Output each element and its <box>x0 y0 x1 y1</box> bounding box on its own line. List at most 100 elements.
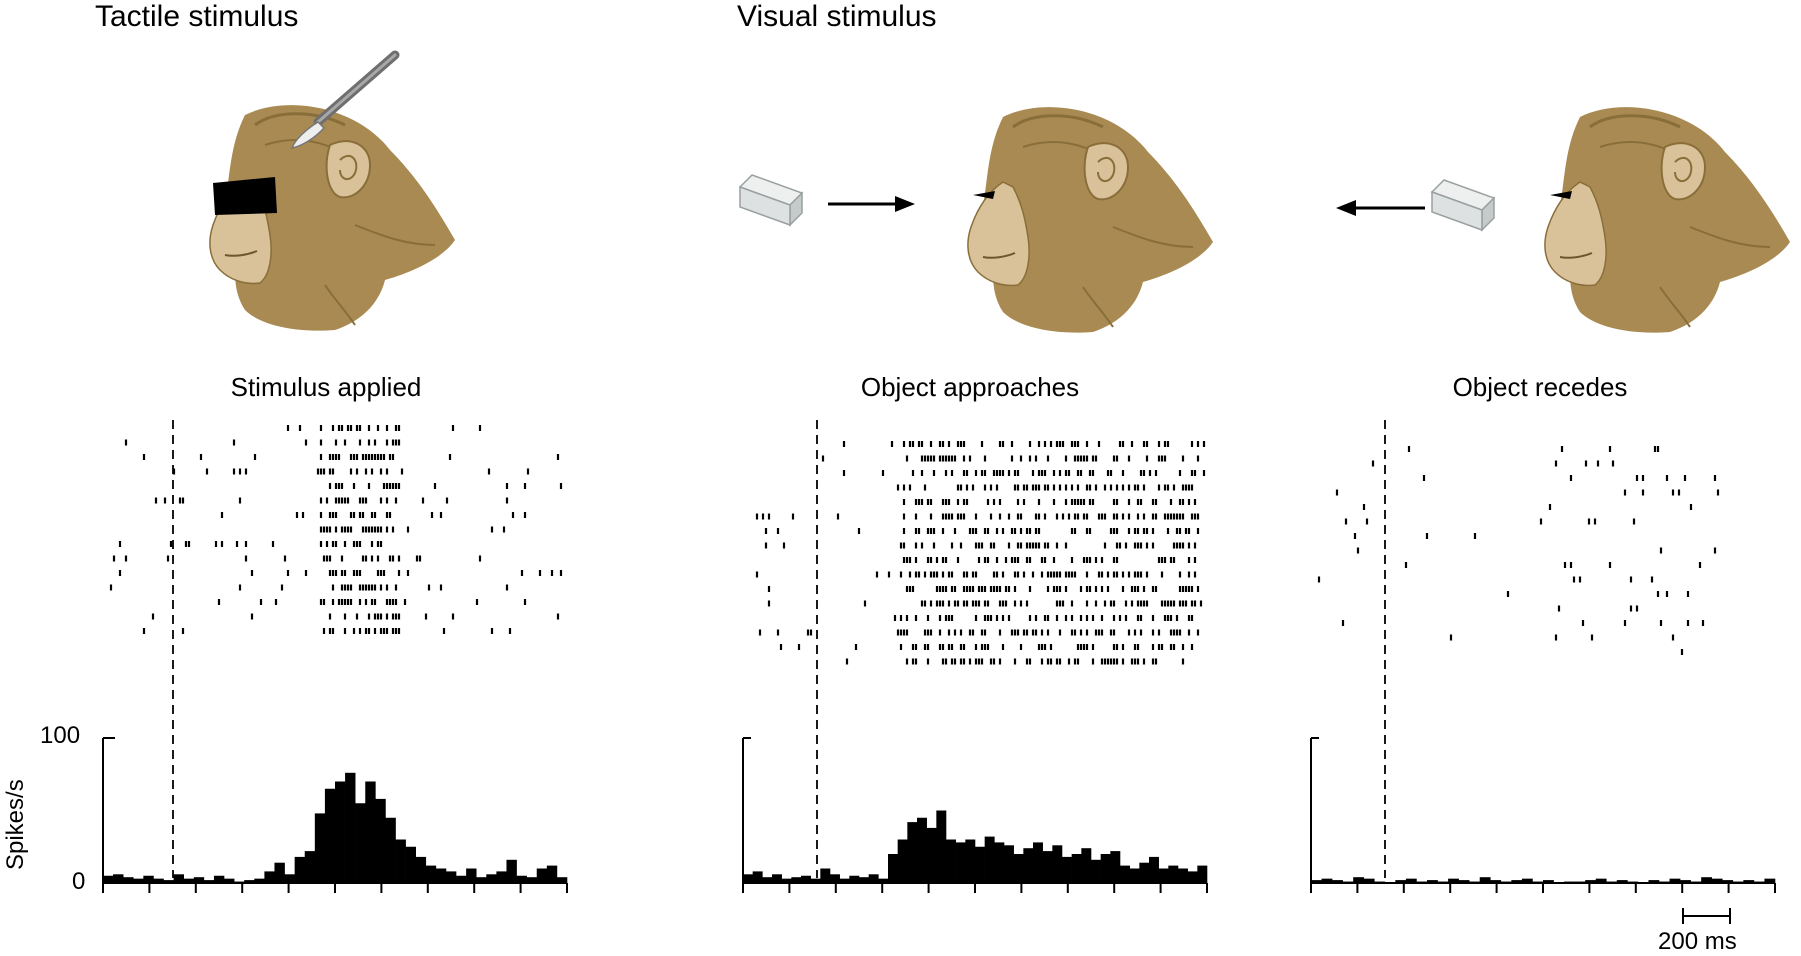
histogram-bar <box>936 810 947 883</box>
histogram-bar <box>1669 878 1681 883</box>
histogram-bar <box>183 878 195 883</box>
histogram-bar <box>1149 856 1159 883</box>
histogram-bar <box>1187 871 1198 883</box>
histogram-bar <box>1363 878 1375 883</box>
approach-monkey-illustration <box>966 105 1215 335</box>
histogram-bar <box>506 859 517 883</box>
histogram-bar <box>1004 845 1014 883</box>
histogram-bar <box>395 839 406 883</box>
histogram-bar <box>324 788 336 883</box>
histogram-bar <box>203 880 215 883</box>
histogram-bar <box>1023 848 1034 883</box>
histogram-bar <box>213 875 225 883</box>
histogram-bar <box>946 839 956 883</box>
histogram-bar <box>163 880 174 883</box>
histogram-bar <box>743 874 753 883</box>
histogram-bar <box>1178 868 1188 883</box>
histogram-bar <box>839 878 850 883</box>
condition-label-object-approaches: Object approaches <box>860 372 1080 402</box>
histogram-bar <box>445 871 457 883</box>
histogram-bar <box>955 842 966 883</box>
histogram-bar <box>466 868 477 883</box>
histogram-bar <box>405 846 416 883</box>
arrow-right-icon <box>828 196 915 212</box>
histogram-bar <box>878 878 889 883</box>
histogram-bar <box>907 822 918 883</box>
histogram-bar <box>415 856 427 883</box>
histogram-bar <box>1427 880 1438 883</box>
histogram-bar <box>1353 877 1365 883</box>
histogram-bar <box>224 878 235 883</box>
arrow-left-icon <box>1336 200 1425 216</box>
histogram-bar <box>304 851 316 883</box>
histogram-bar <box>1701 877 1713 883</box>
histogram-bar <box>830 874 840 883</box>
histogram-bar <box>1033 842 1043 883</box>
histogram-bar <box>536 868 548 883</box>
histogram-bar <box>1743 880 1755 883</box>
tactile-stimulus-heading: Tactile stimulus <box>95 0 299 33</box>
histogram-bar <box>284 874 295 883</box>
histogram-bar <box>476 877 487 883</box>
y-axis-label: Spikes/s <box>2 779 29 870</box>
histogram-bar <box>355 803 366 883</box>
histogram-bar <box>1479 877 1491 883</box>
histogram-bar <box>153 878 164 883</box>
y-tick-bottom: 0 <box>72 868 86 895</box>
histogram-bar <box>1110 851 1121 883</box>
histogram-bar <box>365 781 376 883</box>
histogram-bar <box>335 781 346 883</box>
histogram-bar <box>486 874 497 883</box>
histogram-bar <box>1458 880 1470 883</box>
histogram-bar <box>1120 865 1130 883</box>
brush-icon <box>290 50 400 150</box>
histogram-bar <box>294 856 306 883</box>
histogram-bar <box>173 874 184 883</box>
histogram-bar <box>456 875 467 883</box>
histogram-bar <box>1081 848 1092 883</box>
histogram-bar <box>1071 854 1082 883</box>
histogram-bar <box>496 871 507 883</box>
histogram-bar <box>193 877 205 883</box>
condition-label-stimulus-applied: Stimulus applied <box>230 372 422 402</box>
histogram-bar <box>1711 878 1723 883</box>
histogram-bar <box>762 877 773 883</box>
histogram-bar <box>1764 878 1776 883</box>
illustrations <box>208 50 1792 335</box>
histogram-bar <box>1091 859 1101 883</box>
histogram-bar <box>917 817 927 883</box>
histogram-bar <box>1722 880 1734 883</box>
histogram-bar <box>1197 865 1208 883</box>
histogram-bar <box>345 772 356 883</box>
histogram-bar <box>1321 878 1333 883</box>
histogram-bar <box>143 875 154 883</box>
histogram-bar <box>244 880 255 883</box>
histogram-bar <box>1013 854 1024 883</box>
histogram-bar <box>314 813 326 883</box>
scale-bar-label: 200 ms <box>1658 928 1737 955</box>
histogram-bar <box>1062 856 1072 883</box>
histogram-bar <box>820 868 831 883</box>
histogram-bar <box>1585 880 1597 883</box>
histogram-bar <box>781 878 792 883</box>
histogram-bar <box>975 846 985 883</box>
histogram-bar <box>1332 880 1343 883</box>
histogram-bar <box>516 875 527 883</box>
histogram-bar <box>1158 868 1169 883</box>
histogram-bar <box>859 877 869 883</box>
histogram-bar <box>103 875 114 883</box>
histogram-bar <box>994 842 1005 883</box>
histogram-bar <box>385 817 396 883</box>
histogram-bar <box>772 874 782 883</box>
histogram-bar <box>1543 880 1554 883</box>
histogram-bar <box>1648 880 1660 883</box>
histogram-bar <box>133 878 144 883</box>
histogram-bar <box>926 827 937 883</box>
histogram-bar <box>1490 880 1502 883</box>
histogram-bar <box>425 865 437 883</box>
histogram-bar <box>254 878 265 883</box>
histogram-bar <box>984 836 995 883</box>
histogram-bar <box>965 839 976 883</box>
histogram-bar <box>1511 880 1523 883</box>
